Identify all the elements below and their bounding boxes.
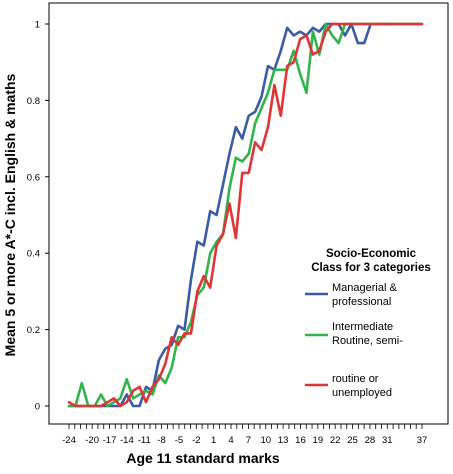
legend-label-2: Intermediate	[332, 321, 393, 333]
x-tick-label: 19	[313, 435, 324, 446]
x-tick-label: 4	[228, 435, 233, 446]
legend-label-3: routine or	[332, 373, 379, 385]
y-tick-label: 0	[35, 402, 40, 413]
y-axis-title: Mean 5 or more A*-C incl. English & math…	[2, 73, 18, 356]
legend-label-2: Routine, semi-	[332, 335, 403, 347]
y-tick-label: 1	[35, 20, 40, 31]
x-tick-label: -17	[103, 435, 117, 446]
series-lines	[67, 22, 424, 408]
legend-label-1: Managerial &	[332, 282, 397, 294]
x-tick-label: -11	[138, 435, 151, 446]
x-tick-label: 13	[278, 435, 289, 446]
y-tick-label: 0.8	[27, 96, 40, 107]
y-tick-label: 0.4	[27, 249, 40, 260]
x-tick-label: 22	[330, 435, 341, 446]
x-tick-label: -2	[192, 435, 200, 446]
legend-title: Class for 3 categories	[311, 262, 431, 274]
legend-label-1: professional	[332, 296, 391, 308]
y-tick-label: 0.6	[27, 172, 40, 183]
legend: Socio-Economic Class for 3 categories Mana…	[300, 238, 446, 414]
x-tick-label: 37	[417, 435, 428, 446]
x-tick-label: -5	[175, 435, 183, 446]
x-axis-title: Age 11 standard marks	[126, 450, 280, 466]
x-tick-label: 28	[365, 435, 376, 446]
x-tick-label: 1	[211, 435, 216, 446]
x-tick-label: -14	[120, 435, 134, 446]
y-axis: 0 0.2 0.4 0.6 0.8 1	[27, 20, 49, 413]
legend-title: Socio-Economic	[326, 248, 417, 260]
x-tick-label: 7	[246, 435, 251, 446]
series-line-3	[67, 22, 424, 408]
x-tick-label: 10	[260, 435, 271, 446]
x-tick-label: -20	[85, 435, 99, 446]
x-tick-label: 16	[295, 435, 306, 446]
x-tick-label: 31	[382, 435, 393, 446]
x-tick-label: 25	[347, 435, 358, 446]
x-tick-label: -24	[62, 435, 76, 446]
y-tick-label: 0.2	[27, 325, 40, 336]
legend-label-3: unemployed	[332, 387, 392, 399]
x-axis: -24 -20 -17 -14 -11 -8 -5 -2 1 4 7 10 13 16 19 22 25 28 31…	[62, 424, 427, 446]
x-tick-label: -8	[157, 435, 165, 446]
